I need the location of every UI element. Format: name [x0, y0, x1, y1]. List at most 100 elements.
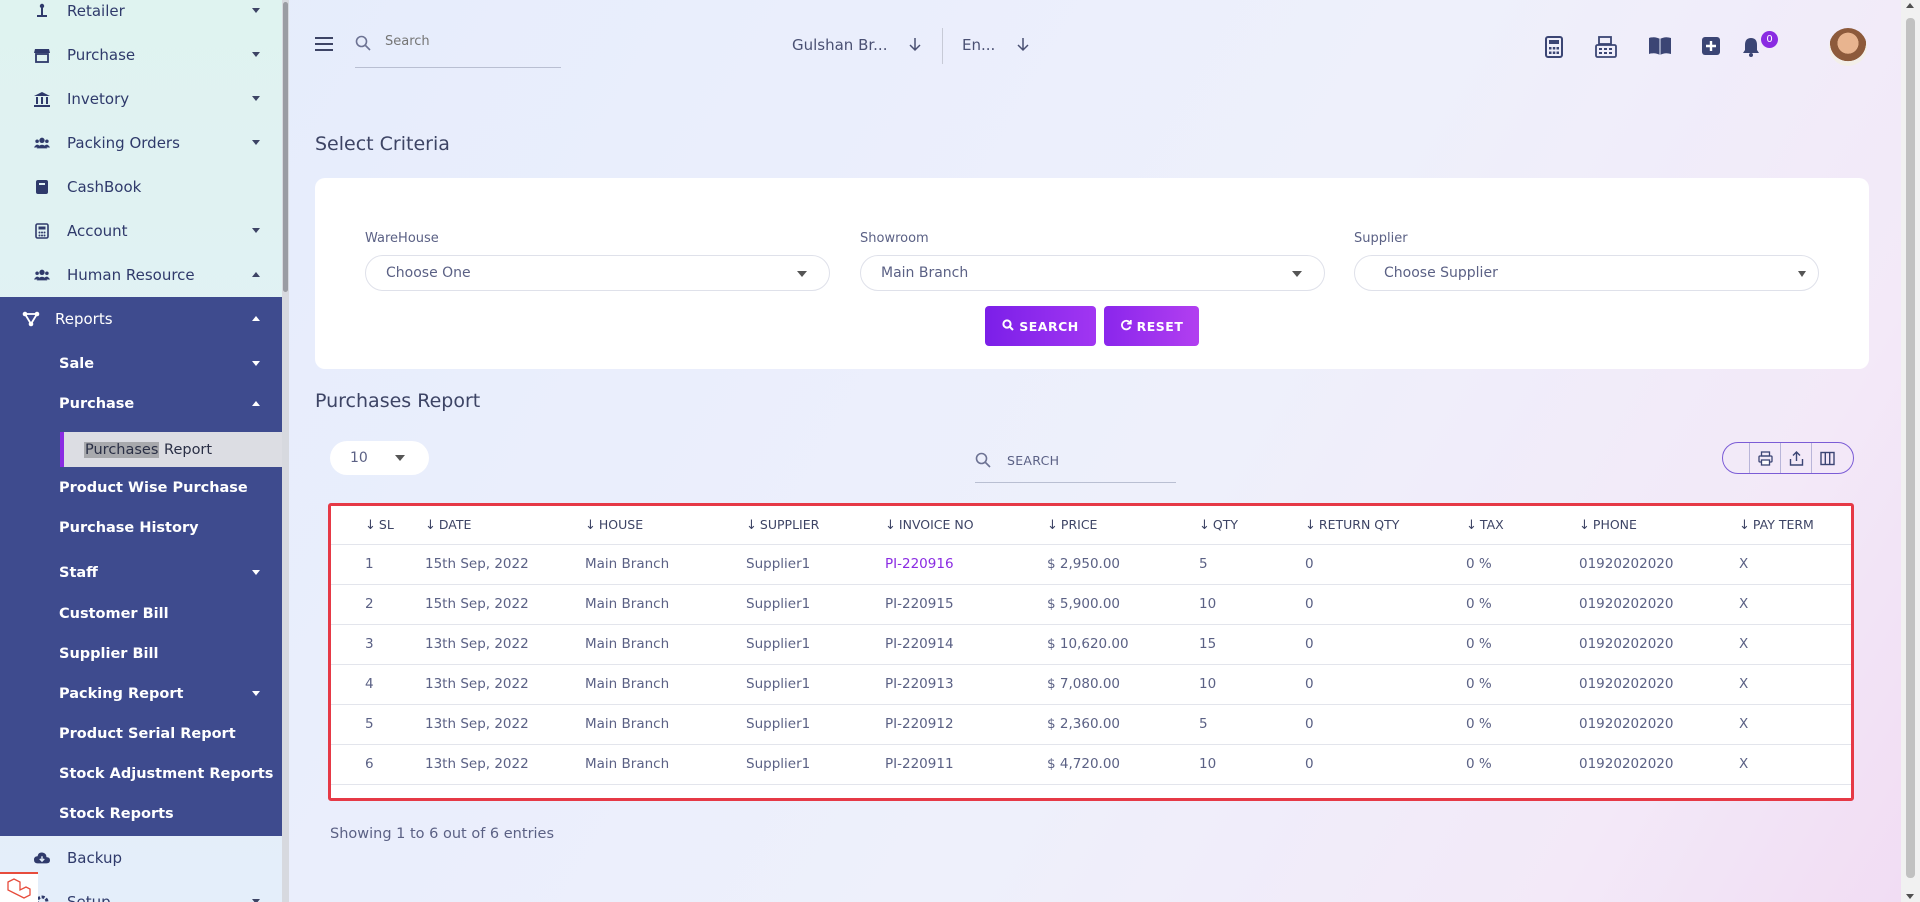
column-header-sl[interactable]: ↓ SL [331, 506, 413, 545]
column-header-label: PAY TERM [1752, 516, 1814, 532]
columns-icon[interactable] [1811, 443, 1842, 473]
table-search[interactable]: SEARCH [975, 447, 1176, 483]
column-header-supplier[interactable]: ↓ SUPPLIER [732, 506, 875, 545]
sidebar-item-purchases-report[interactable]: Purchases Report [60, 432, 289, 467]
cell-phone: 01920202020 [1571, 544, 1736, 585]
cell-sl: 5 [331, 704, 413, 745]
active-label-part1: Purchases [84, 441, 160, 458]
sidebar-item-cashbook[interactable]: CashBook [0, 165, 282, 209]
sidebar-item-setup[interactable]: Setup [0, 880, 282, 902]
cell-price: $ 7,080.00 [1034, 664, 1184, 705]
reports-sub-sale[interactable]: Sale [0, 344, 282, 384]
table-row[interactable]: 2 15th Sep, 2022 Main Branch Supplier1 PI-22… [331, 584, 1851, 625]
reports-sub-label: Purchase [59, 396, 135, 412]
cell-sl: 2 [331, 584, 413, 625]
arrow-down-icon[interactable] [909, 37, 921, 56]
showroom-select[interactable]: Main Branch [860, 255, 1325, 291]
reports-sub-stock-reports[interactable]: Stock Reports [0, 794, 282, 834]
search-button[interactable]: SEARCH [985, 306, 1096, 346]
reset-button[interactable]: RESET [1104, 306, 1199, 346]
scroll-down-arrow-icon[interactable] [1906, 894, 1914, 899]
sidebar-item-retailer[interactable]: Retailer [0, 0, 282, 33]
column-header-qty[interactable]: ↓ QTY [1184, 506, 1297, 545]
sidebar-item-account[interactable]: Account [0, 209, 282, 253]
table-row[interactable]: 6 13th Sep, 2022 Main Branch Supplier1 PI-22… [331, 744, 1851, 785]
language-selector[interactable]: En... [962, 36, 996, 54]
cell-invoice-no[interactable]: PI-220914 [875, 624, 1034, 665]
hamburger-menu-icon[interactable] [315, 37, 333, 51]
page-title: Select Criteria [315, 133, 450, 155]
sidebar-item-invetory[interactable]: Invetory [0, 77, 282, 121]
page-length-select[interactable]: 10 [330, 441, 429, 475]
cell-invoice-no[interactable]: PI-220911 [875, 744, 1034, 785]
bell-icon[interactable] [1741, 36, 1763, 58]
reports-sub-label: Sale [59, 356, 95, 372]
reports-sub-label: Stock Reports [59, 806, 174, 822]
table-row[interactable]: 5 13th Sep, 2022 Main Branch Supplier1 PI-22… [331, 704, 1851, 745]
chevron-down-icon [252, 570, 260, 575]
column-header-invoice-no[interactable]: ↓ INVOICE NO [875, 506, 1034, 545]
sidebar-scrollbar[interactable] [282, 0, 289, 902]
cell-invoice-no[interactable]: PI-220916 [875, 544, 1034, 585]
sidebar-item-purchase[interactable]: Purchase [0, 33, 282, 77]
avatar[interactable] [1829, 28, 1867, 66]
reports-sub-packing-report[interactable]: Packing Report [0, 674, 282, 714]
column-header-phone[interactable]: ↓ PHONE [1571, 506, 1736, 545]
reports-sub-label: Staff [59, 565, 98, 581]
cell-qty: 10 [1184, 584, 1297, 625]
cell-invoice-no[interactable]: PI-220913 [875, 664, 1034, 705]
pos-terminal-icon[interactable] [1595, 36, 1617, 58]
reports-sub-label: Packing Report [59, 686, 184, 702]
sidebar-item-packing-orders[interactable]: Packing Orders [0, 121, 282, 165]
column-header-return-qty[interactable]: ↓ RETURN QTY [1297, 506, 1458, 545]
cell-invoice-no[interactable]: PI-220912 [875, 704, 1034, 745]
sidebar-item-reports[interactable]: Reports [0, 299, 282, 339]
page-scrollbar-thumb[interactable] [1906, 18, 1915, 878]
cell-supplier: Supplier1 [732, 704, 875, 745]
table-row[interactable]: 3 13th Sep, 2022 Main Branch Supplier1 PI-22… [331, 624, 1851, 665]
cell-invoice-no[interactable]: PI-220915 [875, 584, 1034, 625]
header-search-input[interactable] [385, 34, 555, 49]
cell-pay-term: X [1736, 704, 1851, 745]
cell-return-qty: 0 [1297, 584, 1458, 625]
column-header-label: SUPPLIER [759, 516, 820, 532]
sort-arrow-icon: ↓ [1305, 517, 1316, 533]
scroll-up-arrow-icon[interactable] [1906, 3, 1914, 8]
sort-arrow-icon: ↓ [585, 517, 596, 533]
reports-sub-supplier-bill[interactable]: Supplier Bill [0, 634, 282, 674]
sidebar-item-backup[interactable]: Backup [0, 836, 282, 880]
calculator-icon[interactable] [1544, 36, 1566, 58]
warehouse-select[interactable]: Choose One [365, 255, 830, 291]
branch-selector[interactable]: Gulshan Br... [792, 36, 888, 54]
sidebar-item-human-resource[interactable]: Human Resource [0, 253, 282, 297]
table-row[interactable]: 1 15th Sep, 2022 Main Branch Supplier1 PI-22… [331, 544, 1851, 585]
cell-house: Main Branch [571, 664, 732, 705]
reports-sub-staff[interactable]: Staff [0, 553, 282, 593]
table-row[interactable]: 4 13th Sep, 2022 Main Branch Supplier1 PI-22… [331, 664, 1851, 705]
reports-sub-product-serial-report[interactable]: Product Serial Report [0, 714, 282, 754]
export-icon[interactable] [1780, 443, 1811, 473]
column-header-date[interactable]: ↓ DATE [413, 506, 571, 545]
bank-icon [34, 91, 50, 107]
reports-sub-customer-bill[interactable]: Customer Bill [0, 594, 282, 634]
sidebar-scrollbar-thumb[interactable] [283, 2, 288, 292]
sort-arrow-icon: ↓ [425, 517, 436, 533]
cell-price: $ 2,950.00 [1034, 544, 1184, 585]
add-square-icon[interactable] [1701, 36, 1723, 58]
reports-sub-product-wise-purchase[interactable]: Product Wise Purchase [0, 468, 282, 508]
reports-sub-purchase[interactable]: Purchase [0, 384, 282, 424]
cell-qty: 10 [1184, 744, 1297, 785]
arrow-down-icon[interactable] [1017, 37, 1029, 56]
supplier-select[interactable]: Choose Supplier [1354, 255, 1819, 291]
reports-sub-purchase-history[interactable]: Purchase History [0, 508, 282, 548]
column-header-tax[interactable]: ↓ TAX [1458, 506, 1571, 545]
column-header-price[interactable]: ↓ PRICE [1034, 506, 1184, 545]
print-icon[interactable] [1749, 443, 1780, 473]
column-header-pay-term[interactable]: ↓ PAY TERM [1736, 506, 1851, 545]
chevron-up-icon [252, 401, 260, 406]
cell-tax: 0 % [1458, 544, 1571, 585]
reports-sub-stock-adjustment-reports[interactable]: Stock Adjustment Reports [0, 754, 282, 794]
page-scrollbar[interactable] [1901, 0, 1920, 902]
open-book-icon[interactable] [1648, 36, 1671, 58]
column-header-house[interactable]: ↓ HOUSE [571, 506, 732, 545]
